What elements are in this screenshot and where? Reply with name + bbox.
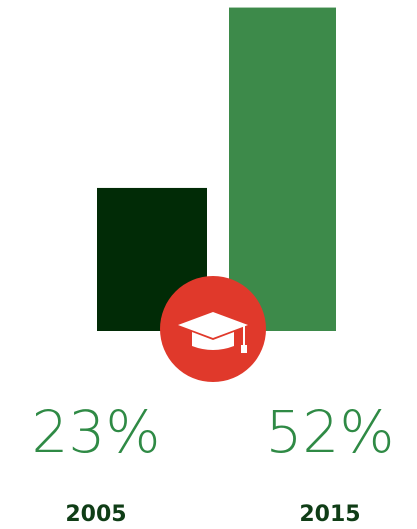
mortarboard-icon (178, 312, 248, 353)
category-label: 2005 (65, 502, 126, 527)
bar (229, 7, 336, 332)
graduation-badge (160, 276, 266, 382)
category-label: 2015 (299, 502, 360, 527)
value-label: 52% (266, 398, 395, 466)
value-label: 23% (32, 398, 161, 466)
bars (97, 7, 336, 332)
